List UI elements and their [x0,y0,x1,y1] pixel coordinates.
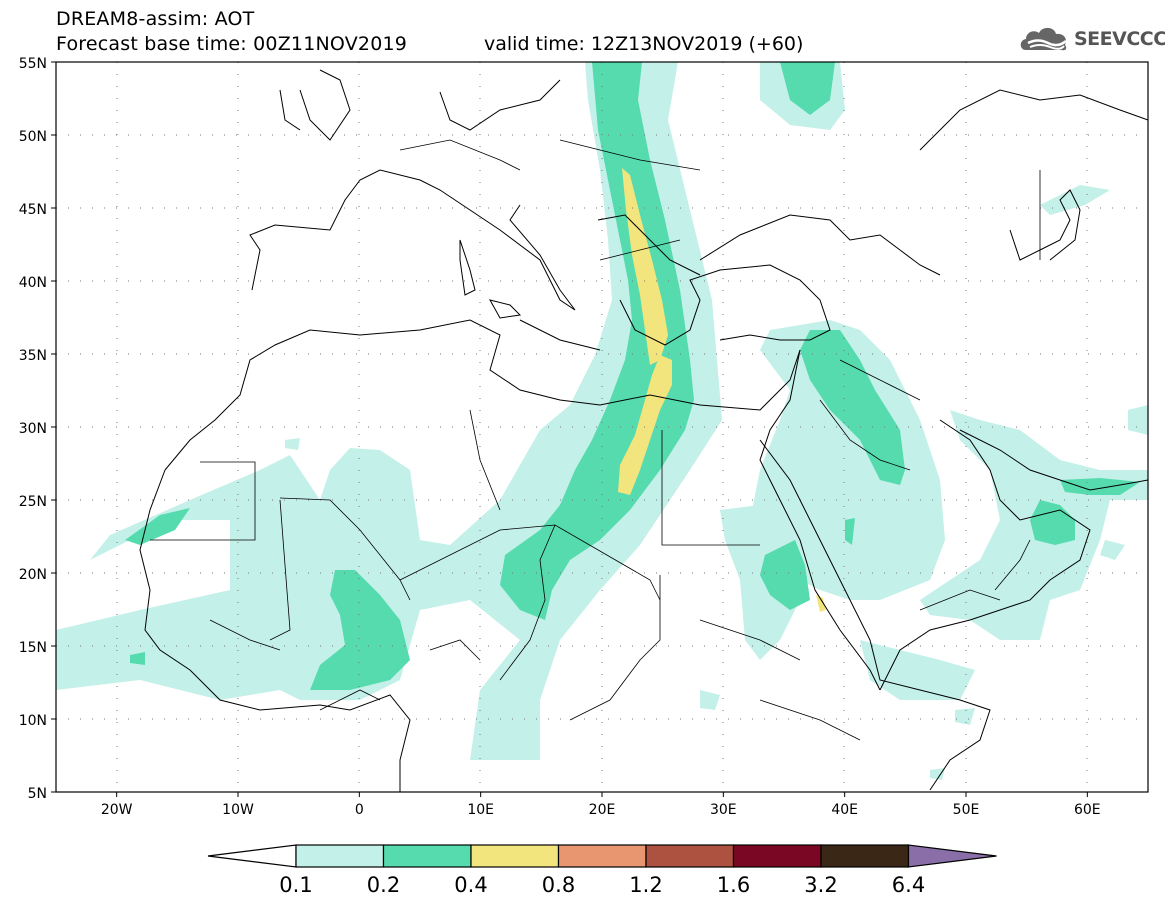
colorbar-box [820,844,910,868]
colorbar-box [382,844,472,868]
colorbar-over-arrow [907,844,997,868]
lat-label: 25N [19,494,47,510]
lon-label: 10E [467,802,494,818]
lon-label: 40E [831,802,858,818]
lat-label: 15N [19,640,47,656]
lon-label: 0 [355,802,364,818]
lat-axis: 55N 50N 45N 40N 35N 30N 25N 20N 15N 10N 5N [19,56,56,802]
lat-label: 30N [19,421,47,437]
lat-label: 5N [28,786,47,802]
colorbar-box [732,844,822,868]
colorbar-label: 1.2 [629,873,662,897]
coastlines [139,69,1148,792]
lon-label: 30E [710,802,737,818]
colorbar-box [557,844,647,868]
colorbar: 0.1 0.2 0.4 0.8 1.2 1.6 3.2 6.4 [207,844,997,897]
map-title: DREAM8-assim: AOT [56,8,255,30]
lon-label: 20E [589,802,616,818]
lon-label: 10W [222,802,254,818]
colorbar-label: 3.2 [804,873,837,897]
colorbar-label: 1.6 [717,873,750,897]
colorbar-label: 0.1 [279,873,312,897]
logo-text: SEEVCCC [1074,28,1165,50]
colorbar-under-arrow [207,844,297,868]
colorbar-box [645,844,735,868]
colorbar-box [470,844,560,868]
valid-time: valid time: 12Z13NOV2019 (+60) [484,33,804,55]
aot-field [56,62,1148,780]
lon-label: 50E [953,802,980,818]
lon-axis: 20W 10W 0 10E 20E 30E 40E 50E 60E [101,792,1101,818]
colorbar-box [295,844,385,868]
cloud-icon [1020,27,1067,51]
lat-label: 35N [19,348,47,364]
lon-label: 60E [1074,802,1101,818]
aot-band-0.2 [125,62,1140,690]
lon-label: 20W [101,802,133,818]
aot-band-0.4 [618,168,826,612]
forecast-base-time: Forecast base time: 00Z11NOV2019 [56,33,408,55]
colorbar-label: 0.8 [542,873,575,897]
colorbar-label: 0.4 [454,873,487,897]
lat-label: 50N [19,129,47,145]
lat-label: 20N [19,567,47,583]
lat-label: 45N [19,202,47,218]
colorbar-label: 6.4 [892,873,925,897]
colorbar-label: 0.2 [367,873,400,897]
lat-label: 55N [19,56,47,72]
lat-label: 40N [19,275,47,291]
country-borders [150,139,1041,741]
seevccc-logo: SEEVCCC [1018,22,1165,58]
lat-label: 10N [19,713,47,729]
